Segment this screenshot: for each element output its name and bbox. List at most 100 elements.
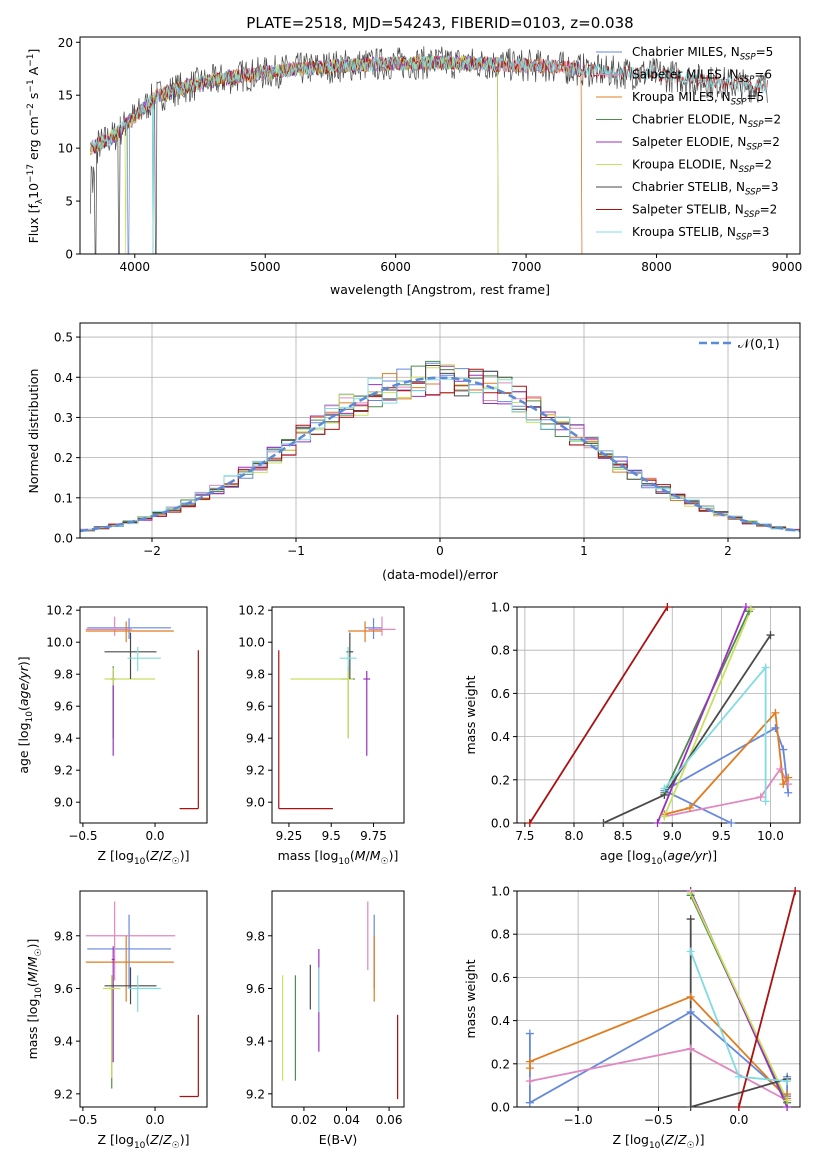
x-tick-label: 5000 — [250, 260, 281, 274]
x-axis-label: Z [log10(Z/Z☉)] — [97, 1132, 189, 1151]
x-tick-label: 0 — [436, 544, 444, 558]
series-point — [761, 663, 770, 672]
y-tick-label: 9.4 — [246, 732, 265, 746]
x-tick-label: 9.0 — [663, 829, 682, 843]
y-tick-label: 0.3 — [54, 411, 73, 425]
axes-frame — [79, 36, 801, 255]
legend-label: Kroupa STELIB, NSSP=3 — [632, 225, 769, 243]
x-tick-label: 0.02 — [291, 1113, 318, 1127]
y-tick-label: 10.2 — [238, 604, 265, 618]
x-tick-label: 0.04 — [333, 1113, 360, 1127]
series-point — [746, 605, 755, 614]
x-tick-label: 10.0 — [757, 829, 784, 843]
legend-label: Chabrier MILES, NSSP=5 — [632, 45, 773, 63]
x-axis-label: age [log10(age/yr)] — [600, 848, 717, 867]
series-point — [525, 1057, 534, 1066]
spectrum-line — [90, 55, 583, 254]
spectrum-line — [90, 55, 583, 254]
series-point — [734, 1103, 743, 1111]
y-axis-label: age [log10(age/yr)] — [16, 656, 35, 773]
y-tick-label: 9.2 — [54, 1087, 73, 1101]
series-line — [603, 634, 772, 823]
y-tick-label: 9.6 — [54, 700, 73, 714]
series-point — [686, 1007, 695, 1016]
series-point — [660, 812, 669, 821]
x-tick-label: −2 — [143, 544, 161, 558]
series-point — [525, 819, 534, 827]
series-point — [686, 1103, 695, 1111]
y-tick-label: 0.2 — [54, 451, 73, 465]
plot-area — [90, 46, 768, 254]
y-tick-label: 0.6 — [491, 971, 510, 985]
chart-mass_vs_ebv: 0.02 0.04 0.06 9.2 9.4 9.6 9.8 E(B-V) — [246, 890, 405, 1147]
y-tick-label: 0.8 — [491, 928, 510, 942]
legend-label: Kroupa ELODIE, NSSP=2 — [632, 158, 772, 176]
y-axis-label: mass weight — [463, 959, 478, 1038]
chart-age_vs_mass: 9.25 9.5 9.75 9.0 9.2 9.4 9.6 9.8 10.0 10.2 mass [… — [238, 604, 405, 867]
series-point — [756, 793, 765, 802]
series-point — [686, 889, 695, 898]
series-point — [776, 765, 785, 773]
x-tick-label: 4000 — [120, 260, 151, 274]
plot-area — [85, 901, 199, 1098]
series-point — [783, 1096, 792, 1105]
y-tick-label: 9.2 — [246, 1087, 265, 1101]
y-tick-label: 9.2 — [246, 764, 265, 778]
y-tick-label: 9.4 — [54, 732, 73, 746]
x-tick-label: 8.5 — [614, 829, 633, 843]
y-tick-label: 15 — [58, 89, 73, 103]
series-point — [685, 803, 694, 812]
y-tick-label: 9.8 — [246, 929, 265, 943]
y-tick-label: 10.0 — [46, 636, 73, 650]
y-tick-label: 0.4 — [54, 371, 73, 385]
series-line — [738, 891, 797, 1107]
legend-label: Chabrier STELIB, NSSP=3 — [632, 180, 779, 198]
y-tick-label: 5 — [65, 195, 73, 209]
x-axis-label: wavelength [Angstrom, rest frame] — [330, 282, 550, 297]
axes-frame — [271, 890, 405, 1108]
x-tick-label: 9.75 — [360, 829, 387, 843]
y-tick-label: 9.8 — [246, 668, 265, 682]
y-tick-label: 0.2 — [491, 773, 510, 787]
series-point — [779, 745, 788, 754]
y-tick-label: 0.6 — [491, 687, 510, 701]
x-axis-label: Z [log10(Z/Z☉)] — [612, 1132, 704, 1151]
y-tick-label: 0.0 — [491, 817, 510, 831]
x-tick-label: 0.06 — [376, 1113, 403, 1127]
series-point — [784, 788, 793, 797]
x-tick-label: 1 — [580, 544, 588, 558]
x-axis-label: mass [log10(M/M☉)] — [278, 848, 399, 867]
y-tick-label: 0 — [65, 248, 73, 262]
series-point — [783, 1077, 792, 1086]
y-axis-label: Normed distribution — [26, 369, 41, 494]
chart-age_vs_Z: −0.5 0.0 9.0 9.2 9.4 9.6 9.8 10.0 10.2 Z [log10(Z… — [16, 604, 208, 867]
y-tick-label: 9.8 — [54, 668, 73, 682]
gaussian-curve — [80, 376, 800, 533]
series-point — [686, 947, 695, 956]
series-point — [686, 1044, 695, 1053]
x-tick-label: 0.0 — [729, 1113, 748, 1127]
plot-area — [85, 616, 199, 810]
series-point — [660, 784, 669, 793]
y-tick-label: 0.1 — [54, 491, 73, 505]
x-tick-label: −0.5 — [68, 829, 97, 843]
series-point — [686, 915, 695, 924]
legend-label: Salpeter ELODIE, NSSP=2 — [632, 135, 780, 153]
x-tick-label: −1 — [287, 544, 305, 558]
x-tick-label: −0.5 — [644, 1113, 673, 1127]
x-tick-label: 9.5 — [712, 829, 731, 843]
x-tick-label: −0.5 — [68, 1113, 97, 1127]
y-tick-label: 9.6 — [246, 982, 265, 996]
y-axis-label: Flux [fλ10−17 erg cm−2 s−1 A−1] — [26, 49, 45, 244]
y-axis-label: mass [log10(M/M☉)] — [25, 939, 44, 1060]
series-line — [664, 767, 789, 818]
series-point — [653, 819, 662, 827]
y-tick-label: 1.0 — [491, 885, 510, 899]
series-point — [663, 603, 672, 611]
series-point — [734, 1072, 743, 1081]
x-tick-label: 8.0 — [564, 829, 583, 843]
axes-frame — [516, 606, 801, 824]
y-tick-label: 9.0 — [246, 796, 265, 810]
y-tick-label: 20 — [58, 36, 73, 50]
y-tick-label: 1.0 — [491, 601, 510, 615]
